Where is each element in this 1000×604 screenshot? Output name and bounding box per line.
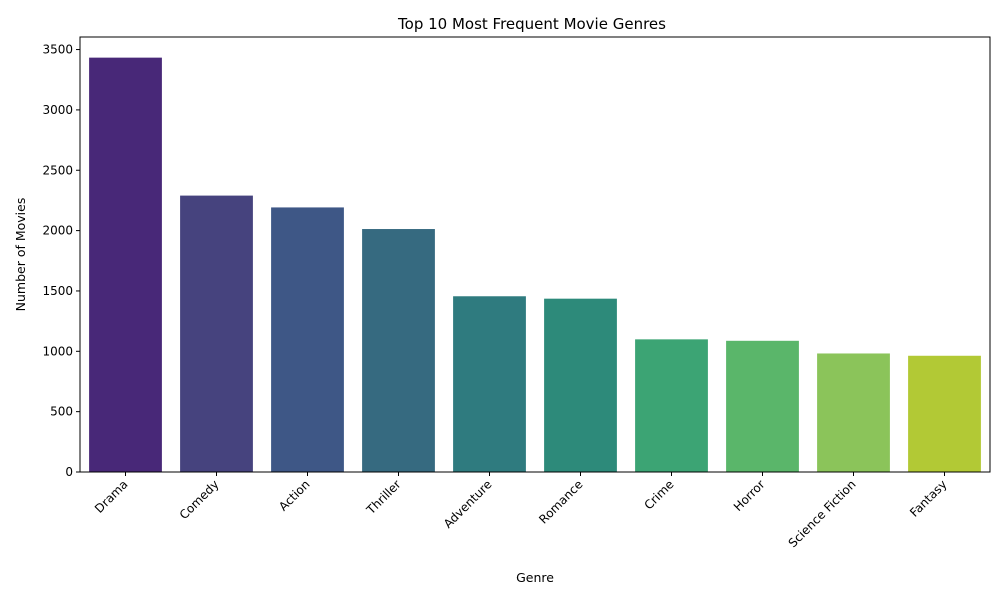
bar-action (271, 207, 344, 472)
y-tick-label: 500 (50, 405, 73, 419)
bar-horror (726, 340, 799, 472)
y-axis: 0 500 1000 1500 2000 2500 3000 3500 (42, 43, 80, 479)
y-tick-label: 1500 (42, 284, 73, 298)
y-axis-title: Number of Movies (13, 198, 28, 312)
plot-frame (79, 36, 991, 473)
x-axis-title: Genre (516, 570, 554, 585)
x-tick-label: Horror (731, 477, 768, 514)
x-tick-label: Crime (641, 477, 676, 512)
x-tick-label: Thriller (363, 477, 403, 517)
bar-crime (635, 339, 708, 472)
bar-adventure (453, 296, 526, 472)
y-tick-label: 3500 (42, 43, 73, 57)
y-tick-label: 0 (65, 465, 73, 479)
bars-group (89, 57, 981, 473)
x-tick-label: Action (276, 477, 312, 513)
bar-romance (544, 298, 617, 472)
x-tick-label: Drama (92, 477, 131, 516)
y-tick-label: 3000 (42, 103, 73, 117)
x-tick-label: Adventure (441, 477, 495, 531)
y-tick-label: 1000 (42, 344, 73, 358)
y-tick-label: 2500 (42, 163, 73, 177)
bar-drama (89, 57, 162, 473)
chart-title: Top 10 Most Frequent Movie Genres (397, 15, 666, 33)
x-tick-label: Fantasy (907, 477, 950, 520)
x-axis: Drama Comedy Action Thriller Adventure Romanc… (92, 472, 950, 550)
bar-comedy (180, 195, 253, 472)
x-tick-label: Science Fiction (786, 477, 859, 550)
bar-science-fiction (817, 353, 890, 472)
bar-fantasy (908, 355, 981, 472)
x-tick-label: Comedy (177, 477, 222, 522)
bar-thriller (362, 229, 435, 472)
y-tick-label: 2000 (42, 224, 73, 238)
x-tick-label: Romance (536, 477, 585, 526)
